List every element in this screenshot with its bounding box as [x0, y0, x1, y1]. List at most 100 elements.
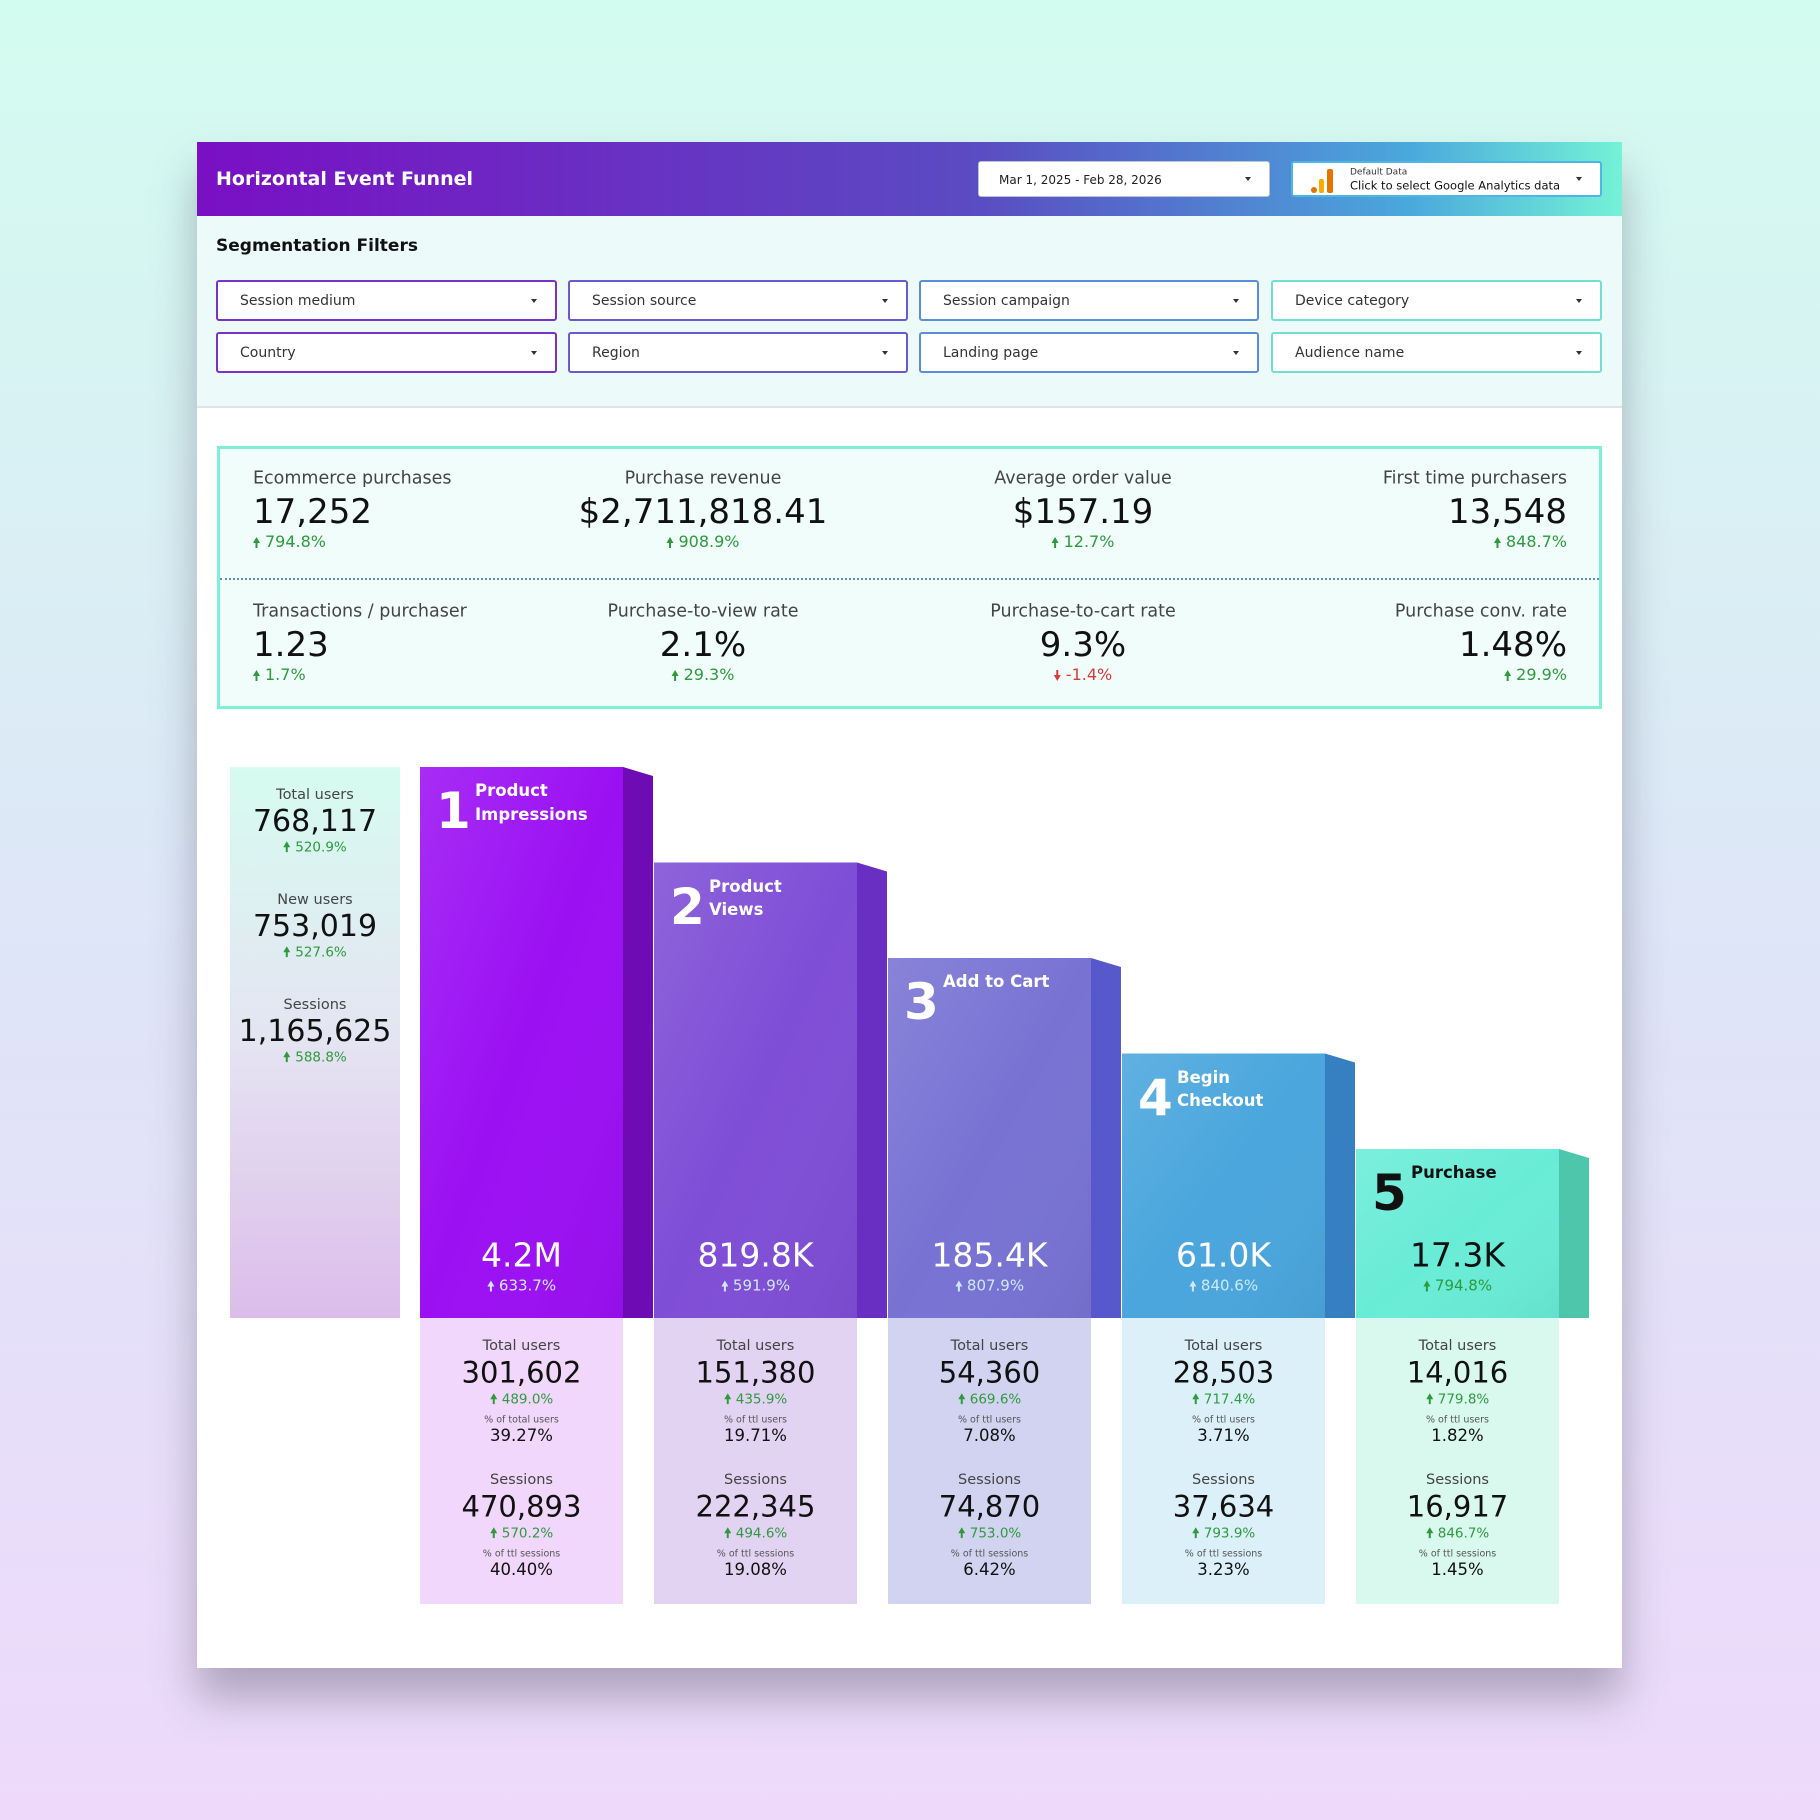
- step-number: 1: [436, 782, 471, 840]
- metric-label: Sessions: [958, 1471, 1021, 1488]
- step-value: 819.8K: [697, 1235, 814, 1275]
- data-source-label: Default Data: [1350, 167, 1408, 178]
- up-arrow: [283, 841, 291, 853]
- metric-change: 570.2%: [489, 1527, 553, 1541]
- kpi-change: 29.3%: [671, 667, 734, 683]
- step-value: 185.4K: [931, 1235, 1048, 1275]
- kpi-label: Ecommerce purchases: [253, 468, 452, 489]
- up-arrow: [283, 1051, 291, 1063]
- metric-change: 489.0%: [489, 1393, 553, 1407]
- metric-change: 793.9%: [1191, 1527, 1255, 1541]
- caret-icon: [1576, 298, 1582, 303]
- down-arrow: [1053, 670, 1061, 681]
- up-arrow: [723, 1527, 731, 1539]
- share-value: 7.08%: [963, 1425, 1016, 1445]
- step-change: 840.6%: [1188, 1278, 1258, 1294]
- data-source-picker[interactable]: Default Data Click to select Google Anal…: [1291, 161, 1602, 197]
- share-label: % of total users: [484, 1414, 559, 1426]
- metric-value: 470,893: [461, 1489, 582, 1524]
- funnel-step-shape: [1325, 1053, 1355, 1318]
- filter-label: Landing page: [943, 344, 1039, 361]
- filter-dropdown[interactable]: Audience name: [1271, 332, 1602, 373]
- filter-panel: Segmentation Filters Session medium Sessi…: [197, 216, 1622, 408]
- kpi-value: 1.48%: [1458, 625, 1567, 665]
- up-arrow: [957, 1393, 965, 1405]
- step-value: 17.3K: [1409, 1235, 1506, 1275]
- filter-dropdown[interactable]: Region: [568, 332, 908, 373]
- kpi-label: Purchase revenue: [624, 468, 782, 489]
- dashboard-title: Horizontal Event Funnel: [216, 168, 473, 190]
- up-arrow: [1191, 1527, 1199, 1539]
- funnel-step-shape: [420, 767, 623, 1318]
- funnel-step-shape: [654, 1318, 857, 1604]
- kpi-change: -1.4%: [1053, 667, 1112, 683]
- kpi-label: Purchase-to-view rate: [607, 601, 799, 622]
- share-label: % of ttl users: [723, 1414, 788, 1426]
- up-arrow: [1191, 1393, 1199, 1405]
- up-arrow: [253, 537, 260, 548]
- filter-dropdown[interactable]: Session medium: [216, 280, 557, 321]
- summary-change: 588.8%: [283, 1051, 347, 1065]
- up-arrow: [957, 1527, 965, 1539]
- kpi-change: 29.9%: [1504, 667, 1567, 683]
- funnel-step-shape: [857, 862, 887, 1318]
- kpi-panel: Ecommerce purchases 17,252 794.8% Purchase …: [217, 446, 1602, 709]
- summary-panel: [230, 767, 400, 1318]
- up-arrow: [1425, 1527, 1433, 1539]
- filter-dropdown[interactable]: Country: [216, 332, 557, 373]
- funnel-step-shape: [1356, 1149, 1559, 1318]
- kpi-label: Average order value: [994, 468, 1172, 489]
- step-name: Product Views: [709, 876, 782, 920]
- caret-icon: [882, 350, 888, 355]
- filter-dropdown[interactable]: Session campaign: [919, 280, 1259, 321]
- caret-icon: [1245, 177, 1251, 181]
- step-name: Product Impressions: [475, 781, 588, 824]
- kpi-value: 9.3%: [1039, 625, 1127, 665]
- filter-dropdown[interactable]: Session source: [568, 280, 908, 321]
- filter-dropdown[interactable]: Device category: [1271, 280, 1602, 321]
- filter-label: Session campaign: [943, 292, 1070, 309]
- filter-title: Segmentation Filters: [216, 236, 418, 256]
- funnel-step-shape: [1122, 1318, 1325, 1604]
- metric-change: 435.9%: [723, 1393, 787, 1407]
- kpi-label: First time purchasers: [1382, 468, 1567, 489]
- share-label: % of ttl sessions: [950, 1548, 1029, 1560]
- summary-label: Sessions: [283, 996, 347, 1013]
- kpi-change: 12.7%: [1051, 534, 1114, 550]
- filter-dropdown[interactable]: Landing page: [919, 332, 1259, 373]
- step-name: Begin Checkout: [1177, 1067, 1264, 1111]
- funnel-step-shape: [1559, 1149, 1589, 1318]
- date-range-picker[interactable]: Mar 1, 2025 - Feb 28, 2026: [978, 161, 1270, 197]
- caret-icon: [1233, 350, 1239, 355]
- funnel-step-shape: [1122, 1053, 1325, 1318]
- analytics-icon: [1311, 169, 1333, 193]
- kpi-change: 908.9%: [666, 534, 740, 550]
- summary-value: 768,117: [252, 804, 378, 839]
- metric-label: Total users: [1184, 1337, 1263, 1354]
- caret-icon: [531, 350, 537, 355]
- caret-icon: [531, 298, 537, 303]
- share-label: % of ttl sessions: [482, 1548, 561, 1560]
- metric-change: 717.4%: [1191, 1393, 1255, 1407]
- caret-icon: [1233, 298, 1239, 303]
- step-name: Add to Cart: [943, 972, 1050, 991]
- metric-label: Total users: [950, 1337, 1029, 1354]
- share-label: % of ttl sessions: [1184, 1548, 1263, 1560]
- kpi-value: 2.1%: [659, 625, 747, 665]
- filter-label: Session medium: [240, 292, 356, 309]
- kpi-value: 13,548: [1448, 492, 1567, 532]
- share-value: 19.08%: [724, 1559, 787, 1579]
- metric-value: 74,870: [938, 1489, 1041, 1524]
- metric-value: 28,503: [1172, 1355, 1275, 1390]
- share-value: 1.82%: [1431, 1425, 1484, 1445]
- funnel-step-shape: [888, 958, 1091, 1318]
- funnel-graphic: [230, 767, 1589, 1604]
- filter-label: Audience name: [1295, 344, 1405, 361]
- caret-icon: [1576, 177, 1582, 181]
- share-label: % of ttl sessions: [716, 1548, 795, 1560]
- step-change: 807.9%: [954, 1278, 1024, 1294]
- kpi-change: 1.7%: [253, 667, 306, 683]
- kpi-value: 17,252: [253, 492, 372, 532]
- up-arrow: [1422, 1280, 1430, 1292]
